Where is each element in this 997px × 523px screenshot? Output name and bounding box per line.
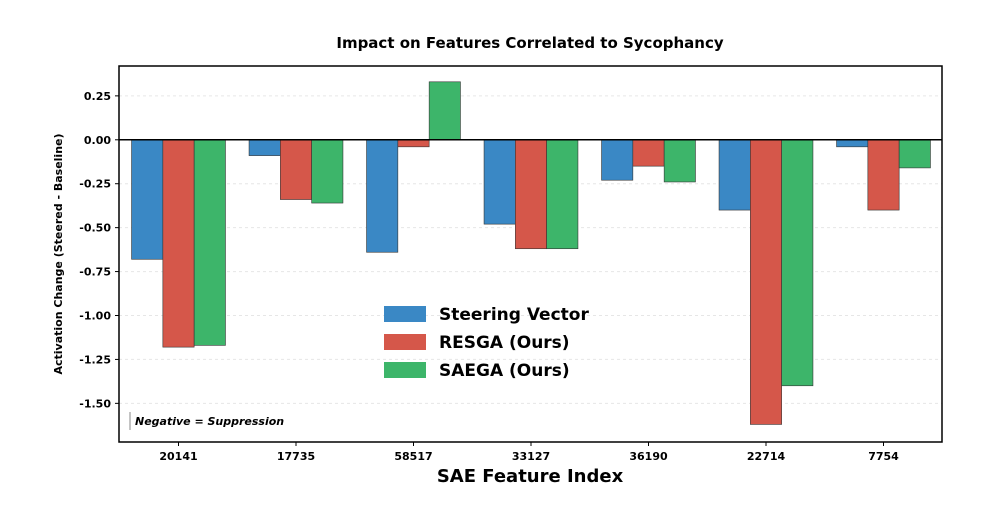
legend-label: SAEGA (Ours) <box>439 361 570 381</box>
x-tick-label: 22714 <box>747 450 786 463</box>
legend-swatch <box>384 334 426 350</box>
legend-swatch <box>384 306 426 322</box>
bar-resga-ours-20141 <box>162 139 195 348</box>
chart-title: Impact on Features Correlated to Sycopha… <box>336 34 723 52</box>
bar-resga-ours-22714 <box>750 139 782 425</box>
y-tick-label: 0.25 <box>84 90 111 103</box>
bar-saega-ours-7754 <box>898 139 931 169</box>
x-tick-label: 58517 <box>394 450 432 463</box>
bar-saega-ours-22714 <box>781 139 814 387</box>
x-tick-label: 17735 <box>277 450 315 463</box>
legend: Steering Vector RESGA (Ours) SAEGA (Ours) <box>384 305 589 381</box>
annotation-text: Negative = Suppression <box>135 415 284 428</box>
y-tick-label: 0.00 <box>84 134 111 147</box>
y-tick-label: -0.75 <box>79 266 111 279</box>
bar-steering-vector-58517 <box>366 139 399 253</box>
bar-steering-vector-36190 <box>601 139 634 181</box>
bar-saega-ours-33127 <box>546 139 579 250</box>
y-tick-label: -1.50 <box>79 397 111 410</box>
legend-swatch <box>384 362 426 378</box>
annotation-box: Negative = Suppression <box>129 412 284 430</box>
bar-saega-ours-58517 <box>428 81 461 141</box>
bar-steering-vector-17735 <box>248 139 281 156</box>
bar-resga-ours-33127 <box>515 139 547 250</box>
bar-saega-ours-20141 <box>193 139 226 346</box>
bar-resga-ours-7754 <box>867 139 900 211</box>
y-tick-label: -0.25 <box>79 178 111 191</box>
bars <box>131 81 931 425</box>
bar-steering-vector-7754 <box>836 139 869 148</box>
y-tick-label: -1.00 <box>79 309 111 322</box>
y-tick-label: -1.25 <box>79 353 111 366</box>
x-axis-label: SAE Feature Index <box>437 466 624 487</box>
bar-saega-ours-36190 <box>663 139 696 183</box>
legend-label: RESGA (Ours) <box>439 333 570 353</box>
plot-frame <box>118 65 943 443</box>
bar-saega-ours-17735 <box>311 139 344 204</box>
bar-steering-vector-20141 <box>131 139 164 260</box>
y-axis-label: Activation Change (Steered - Baseline) <box>52 133 65 374</box>
x-tick-label: 33127 <box>512 450 550 463</box>
x-axis-ticks: 20141 17735 58517 33127 36190 22714 7754 <box>159 442 899 463</box>
bar-resga-ours-36190 <box>632 139 665 167</box>
bar-steering-vector-33127 <box>483 139 516 225</box>
y-tick-label: -0.50 <box>79 222 111 235</box>
x-tick-label: 36190 <box>629 450 668 463</box>
legend-label: Steering Vector <box>439 305 589 325</box>
y-axis-ticks: 0.25 0.00 -0.25 -0.50 -0.75 -1.00 -1.25 -1.50 <box>79 90 119 410</box>
bar-resga-ours-17735 <box>280 139 312 200</box>
bar-steering-vector-22714 <box>718 139 751 211</box>
bar-resga-ours-58517 <box>397 139 430 148</box>
x-tick-label: 7754 <box>868 450 899 463</box>
x-tick-label: 20141 <box>159 450 197 463</box>
